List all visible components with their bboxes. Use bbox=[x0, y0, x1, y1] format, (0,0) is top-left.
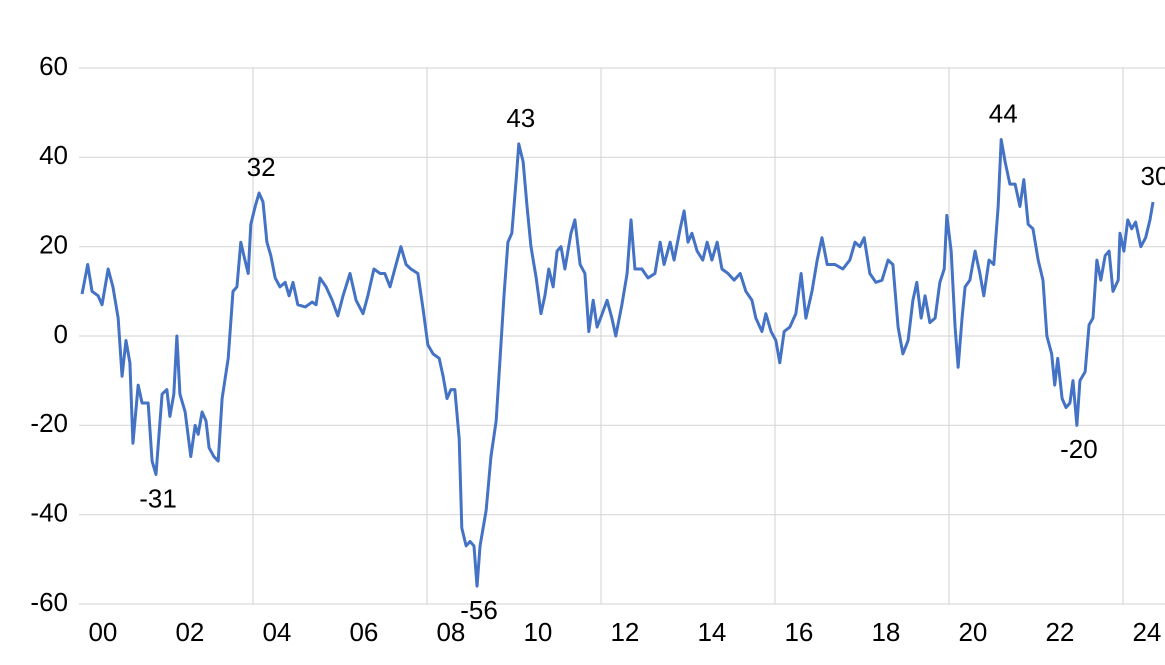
annotation: 44 bbox=[989, 98, 1018, 128]
annotation: 30 bbox=[1141, 161, 1165, 191]
x-tick-label: 02 bbox=[175, 617, 204, 647]
x-tick-label: 24 bbox=[1132, 617, 1161, 647]
y-tick-label: -20 bbox=[30, 408, 68, 438]
x-tick-label: 04 bbox=[262, 617, 291, 647]
x-tick-label: 14 bbox=[697, 617, 726, 647]
x-tick-label: 06 bbox=[349, 617, 378, 647]
x-tick-label: 20 bbox=[958, 617, 987, 647]
annotation: -31 bbox=[139, 483, 177, 513]
x-tick-label: 16 bbox=[784, 617, 813, 647]
x-tick-label: 10 bbox=[523, 617, 552, 647]
annotation: 32 bbox=[247, 152, 276, 182]
annotation: 43 bbox=[506, 103, 535, 133]
x-tick-label: 18 bbox=[871, 617, 900, 647]
y-tick-label: -40 bbox=[30, 498, 68, 528]
y-tick-label: 20 bbox=[39, 230, 68, 260]
x-tick-label: 08 bbox=[436, 617, 465, 647]
y-tick-label: 40 bbox=[39, 140, 68, 170]
y-tick-label: 0 bbox=[54, 319, 68, 349]
annotation: -56 bbox=[460, 595, 498, 625]
x-tick-label: 22 bbox=[1045, 617, 1074, 647]
x-tick-label: 00 bbox=[88, 617, 117, 647]
y-tick-label: -60 bbox=[30, 587, 68, 617]
line-series bbox=[80, 137, 1155, 588]
x-tick-label: 12 bbox=[610, 617, 639, 647]
annotation: -20 bbox=[1060, 434, 1098, 464]
y-tick-label: 60 bbox=[39, 51, 68, 81]
